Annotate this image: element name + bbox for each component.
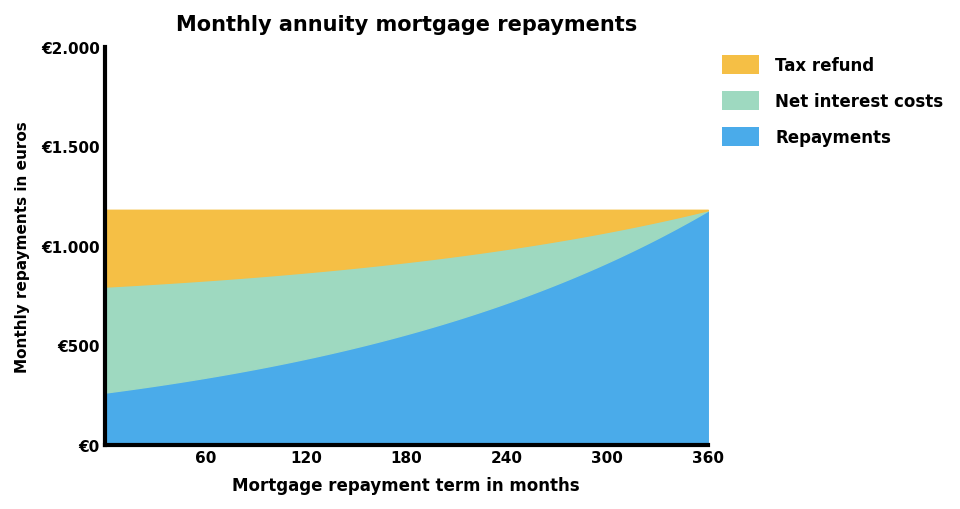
Legend: Tax refund, Net interest costs, Repayments: Tax refund, Net interest costs, Repaymen… bbox=[722, 56, 944, 147]
X-axis label: Mortgage repayment term in months: Mortgage repayment term in months bbox=[232, 476, 580, 494]
Y-axis label: Monthly repayments in euros: Monthly repayments in euros bbox=[15, 121, 30, 372]
Title: Monthly annuity mortgage repayments: Monthly annuity mortgage repayments bbox=[176, 15, 636, 35]
